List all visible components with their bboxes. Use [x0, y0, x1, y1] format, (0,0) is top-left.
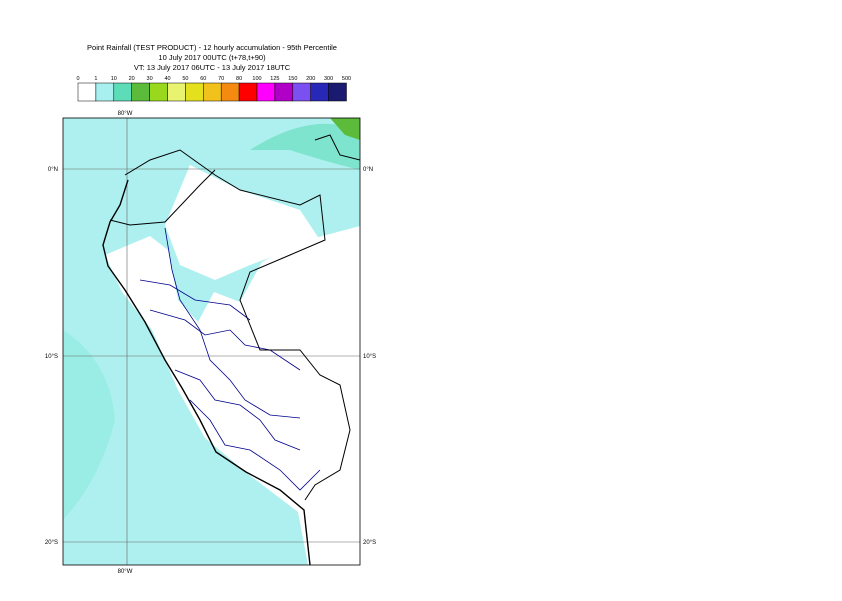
legend-label: 20 — [129, 76, 135, 82]
legend-label: 0 — [76, 76, 79, 82]
coastline — [102, 179, 311, 566]
legend-label: 70 — [218, 76, 224, 82]
grid-label: 20°S — [45, 540, 58, 546]
country-border — [124, 149, 351, 501]
dry-area — [245, 320, 330, 420]
dry-area — [165, 165, 320, 280]
legend-label: 80 — [236, 76, 242, 82]
grid-label: 0°N — [363, 167, 373, 173]
legend-swatch — [95, 82, 115, 102]
title-line: 10 July 2017 00UTC (t+78,t+90) — [158, 53, 266, 62]
legend-label: 1 — [94, 76, 97, 82]
legend-label: 150 — [288, 76, 297, 82]
rain-area — [250, 123, 360, 170]
legend-label: 40 — [164, 76, 170, 82]
legend-swatch — [167, 82, 186, 102]
title-line: VT: 13 July 2017 06UTC - 13 July 2017 18… — [134, 63, 291, 72]
legend-label: 200 — [306, 76, 315, 82]
legend-label: 60 — [200, 76, 206, 82]
legend-label: 500 — [342, 76, 351, 82]
legend-swatch — [238, 82, 258, 102]
legend: 0 1 10 20 30 40 50 60 70 80 100 125 150 200 300 500 — [76, 76, 351, 102]
legend-label: 125 — [270, 76, 279, 82]
legend-swatch — [274, 82, 294, 102]
legend-swatch — [256, 82, 276, 102]
dry-area — [105, 226, 360, 565]
rain-area — [63, 330, 115, 520]
country-border — [109, 169, 216, 226]
legend-swatch — [77, 82, 97, 102]
legend-swatch — [149, 82, 168, 102]
grid-label: 20°S — [363, 540, 376, 546]
grid-labels: 80°W 80°W 0°N 0°N 10°S 10°S 20°S 20°S — [45, 111, 376, 575]
legend-swatch — [292, 82, 311, 102]
map — [62, 117, 361, 566]
legend-swatch — [328, 82, 347, 102]
legend-label: 50 — [182, 76, 188, 82]
map-frame — [62, 117, 361, 566]
country-border — [314, 134, 361, 161]
legend-swatch — [131, 82, 150, 102]
legend-swatch — [310, 82, 329, 102]
legend-label: 10 — [111, 76, 117, 82]
legend-swatch — [113, 82, 132, 102]
title-line: Point Rainfall (TEST PRODUCT) - 12 hourl… — [87, 43, 337, 52]
legend-label: 100 — [252, 76, 261, 82]
grid-label: 80°W — [118, 569, 133, 575]
grid-label: 10°S — [45, 354, 58, 360]
header: Point Rainfall (TEST PRODUCT) - 12 hourl… — [87, 43, 337, 72]
legend-label: 30 — [147, 76, 153, 82]
grid-label: 10°S — [363, 354, 376, 360]
legend-label: 300 — [324, 76, 333, 82]
grid-label: 80°W — [118, 111, 133, 117]
legend-swatch — [203, 82, 222, 102]
legend-swatch — [220, 82, 240, 102]
rain-area — [330, 118, 360, 140]
legend-swatch — [185, 82, 204, 102]
grid-label: 0°N — [48, 167, 58, 173]
